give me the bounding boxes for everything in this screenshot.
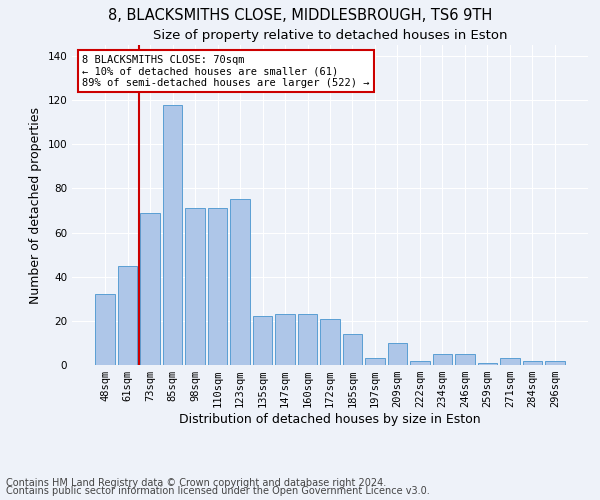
Bar — [298, 314, 317, 365]
Title: Size of property relative to detached houses in Eston: Size of property relative to detached ho… — [153, 30, 507, 43]
Bar — [365, 358, 385, 365]
Text: Contains public sector information licensed under the Open Government Licence v3: Contains public sector information licen… — [6, 486, 430, 496]
Bar — [388, 343, 407, 365]
Bar — [455, 354, 475, 365]
Bar — [140, 212, 160, 365]
Bar — [433, 354, 452, 365]
Bar — [163, 104, 182, 365]
Text: 8, BLACKSMITHS CLOSE, MIDDLESBROUGH, TS6 9TH: 8, BLACKSMITHS CLOSE, MIDDLESBROUGH, TS6… — [108, 8, 492, 22]
Bar — [478, 363, 497, 365]
Bar — [545, 360, 565, 365]
Bar — [523, 360, 542, 365]
Text: 8 BLACKSMITHS CLOSE: 70sqm
← 10% of detached houses are smaller (61)
89% of semi: 8 BLACKSMITHS CLOSE: 70sqm ← 10% of deta… — [82, 54, 370, 88]
Bar — [410, 360, 430, 365]
Y-axis label: Number of detached properties: Number of detached properties — [29, 106, 42, 304]
Bar — [253, 316, 272, 365]
Bar — [320, 318, 340, 365]
X-axis label: Distribution of detached houses by size in Eston: Distribution of detached houses by size … — [179, 413, 481, 426]
Bar — [185, 208, 205, 365]
Bar — [118, 266, 137, 365]
Bar — [208, 208, 227, 365]
Text: Contains HM Land Registry data © Crown copyright and database right 2024.: Contains HM Land Registry data © Crown c… — [6, 478, 386, 488]
Bar — [500, 358, 520, 365]
Bar — [230, 200, 250, 365]
Bar — [343, 334, 362, 365]
Bar — [95, 294, 115, 365]
Bar — [275, 314, 295, 365]
